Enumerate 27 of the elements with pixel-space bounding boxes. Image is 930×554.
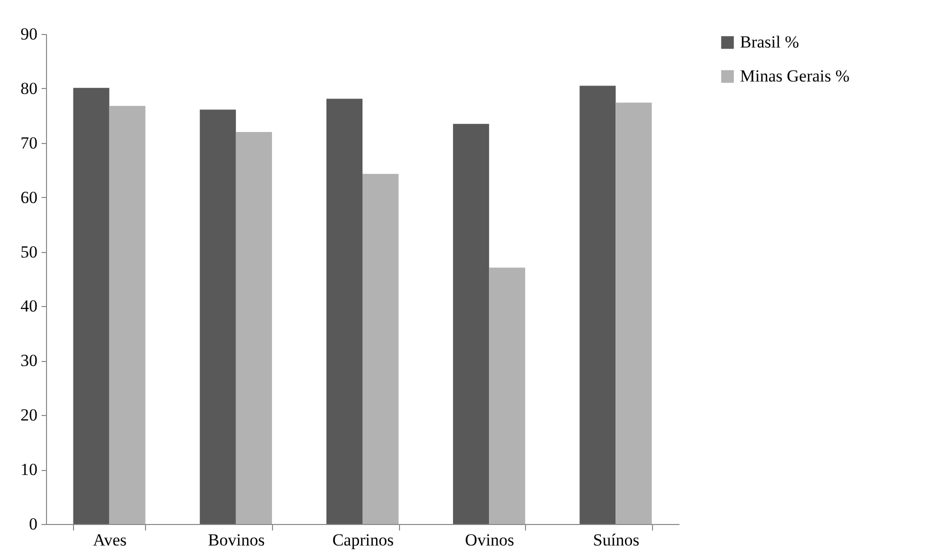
y-tick-label: 80 (20, 78, 38, 98)
y-tick-label: 10 (20, 460, 38, 480)
legend-label: Minas Gerais % (740, 66, 850, 86)
y-tick-label: 50 (20, 242, 38, 262)
bar (200, 110, 236, 524)
x-tick-label: Bovinos (208, 530, 265, 550)
y-tick-label: 90 (20, 24, 38, 44)
y-tick-label: 60 (20, 188, 38, 207)
bar (453, 124, 490, 524)
bar (580, 86, 616, 524)
x-tick-label: Ovinos (465, 530, 514, 550)
bar (109, 106, 146, 524)
y-tick-label: 40 (20, 296, 38, 316)
x-tick-label: Caprinos (332, 530, 394, 550)
y-tick-label: 0 (29, 514, 38, 534)
bar (73, 88, 110, 524)
x-tick-label: Suínos (593, 530, 640, 550)
y-tick-label: 20 (20, 406, 38, 425)
legend-label: Brasil % (740, 32, 800, 52)
y-tick-label: 70 (20, 133, 38, 152)
bar (616, 102, 652, 524)
bar (326, 98, 362, 524)
y-tick-label: 30 (20, 351, 38, 370)
bar (489, 268, 526, 524)
bar (236, 132, 272, 524)
bar (362, 174, 399, 524)
x-tick-label: Aves (92, 530, 127, 550)
